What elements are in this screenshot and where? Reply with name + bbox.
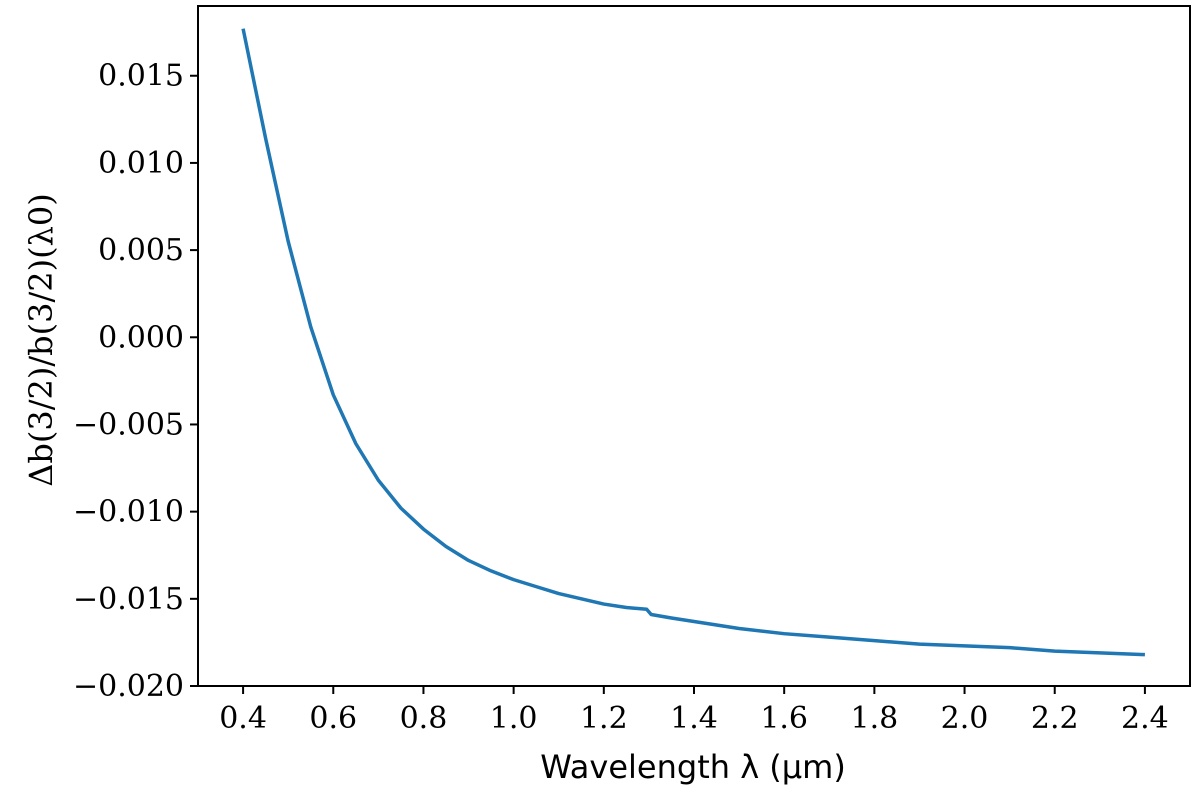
y-tick-label: 0.015 xyxy=(98,59,184,94)
x-axis-ticks: 0.4 0.6 0.8 1.0 1.2 1.4 1.6 1.8 2.0 2.2 2.4 xyxy=(219,686,1169,736)
x-tick-label: 1.4 xyxy=(670,701,718,736)
y-tick-label: 0.010 xyxy=(98,146,184,181)
x-axis-label: Wavelength λ (μm) xyxy=(540,748,846,786)
x-tick-label: 1.8 xyxy=(851,701,899,736)
x-tick-label: 2.4 xyxy=(1121,701,1169,736)
y-tick-label: 0.000 xyxy=(98,320,184,355)
x-tick-label: 1.2 xyxy=(580,701,628,736)
x-tick-label: 1.6 xyxy=(760,701,808,736)
x-tick-label: 2.0 xyxy=(941,701,989,736)
y-axis-label: Δb(3/2)/b(3/2)(λ0) xyxy=(22,193,60,486)
y-axis-ticks: 0.015 0.010 0.005 0.000 −0.005 −0.010 −0.015 −0… xyxy=(73,59,198,704)
plot-frame xyxy=(197,5,1191,687)
x-tick-label: 1.0 xyxy=(490,701,538,736)
x-tick-label: 0.6 xyxy=(309,701,357,736)
y-tick-label: −0.005 xyxy=(73,407,184,442)
x-tick-label: 0.8 xyxy=(400,701,448,736)
series-layer xyxy=(241,28,1145,657)
x-tick-label: 2.2 xyxy=(1031,701,1079,736)
x-tick-label: 0.4 xyxy=(219,701,267,736)
series-line xyxy=(241,28,1145,657)
y-tick-label: −0.020 xyxy=(73,669,184,704)
y-tick-label: 0.005 xyxy=(98,233,184,268)
y-tick-label: −0.015 xyxy=(73,582,184,617)
y-tick-label: −0.010 xyxy=(73,495,184,530)
